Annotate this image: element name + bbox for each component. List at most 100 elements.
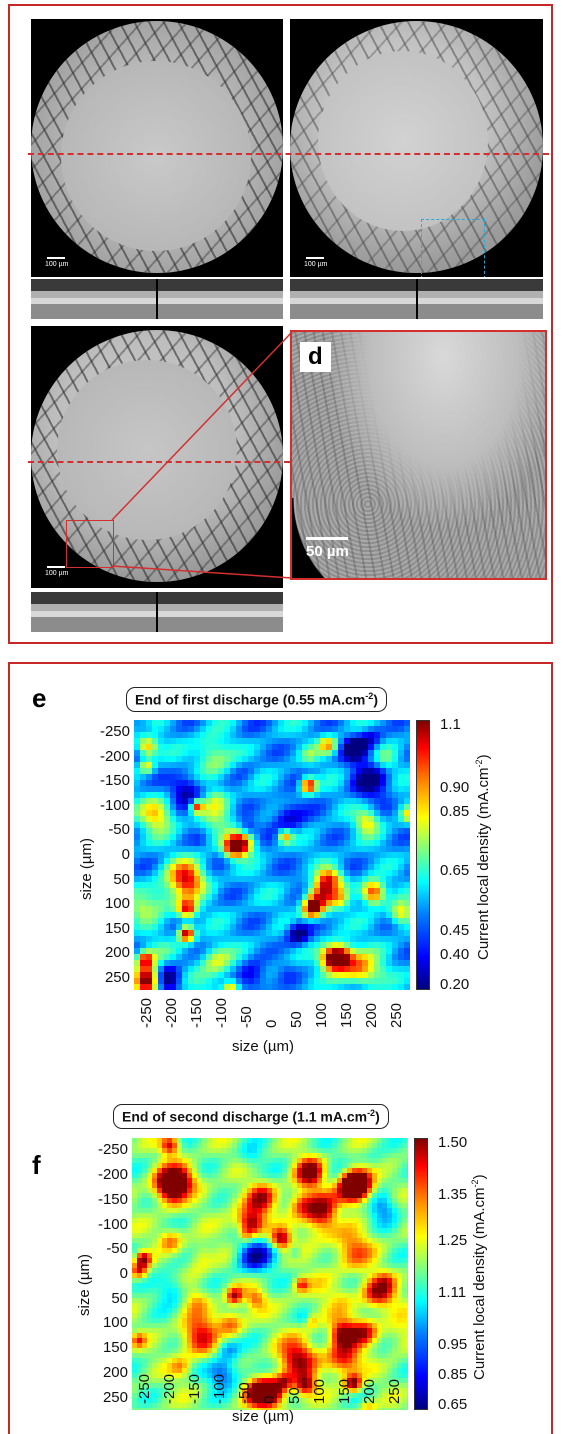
- panel-f-ytick: 0: [119, 1265, 128, 1282]
- zoom-connector: [111, 331, 293, 579]
- heatmap-f: [132, 1138, 408, 1410]
- panel-a-scalebar: [47, 257, 65, 259]
- section-line-c: [28, 461, 290, 463]
- panel-b-scalebar: [306, 257, 324, 259]
- panel-e-ytick: 250: [104, 968, 130, 986]
- panel-d-scalebar: [306, 537, 348, 540]
- panel-e-colorbar-tick: 0.85: [440, 802, 470, 820]
- panel-e-ytick: -200: [99, 747, 130, 765]
- panel-f-colorbar-tick: 0.95: [438, 1335, 468, 1353]
- panel-b-zoom-box: [421, 219, 485, 277]
- panel-e-xtick: 150: [338, 1002, 356, 1028]
- panel-f-ytick: -200: [97, 1166, 128, 1184]
- panel-f-xtick: -200: [160, 1373, 178, 1404]
- panel-e-xtick: 200: [363, 1002, 381, 1028]
- panel-a: a 100 µm: [31, 19, 283, 277]
- panel-f-xtick: 100: [311, 1378, 329, 1404]
- panel-d-label: d: [300, 342, 331, 372]
- panel-e-ytick: 50: [113, 870, 130, 888]
- panel-f-ytick: -150: [97, 1190, 128, 1208]
- panel-e-colorbar-tick: 0.90: [440, 778, 470, 796]
- top-figure-frame: [8, 4, 553, 644]
- panel-f-colorbar-tick: 1.11: [438, 1284, 467, 1302]
- panel-f-xtick: 150: [336, 1378, 354, 1404]
- panel-e-colorbar-tick: 0.40: [440, 945, 470, 963]
- panel-f-colorbar-tick: 1.35: [438, 1186, 468, 1204]
- panel-e-xtick: -150: [187, 997, 205, 1028]
- panel-f-colorbar-tick: 0.85: [438, 1365, 468, 1383]
- panel-f-ytick: -100: [97, 1215, 128, 1233]
- panel-c-strip-line: [156, 592, 158, 632]
- panel-e-xtick: -200: [162, 997, 180, 1028]
- section-line-ab: [28, 153, 549, 155]
- panel-e-colorbar-tick: 0.65: [440, 862, 470, 880]
- panel-f-xtick: 0: [261, 1395, 278, 1404]
- colorbar-e: [416, 720, 430, 990]
- panel-f-xtick: 250: [386, 1378, 404, 1404]
- panel-b: b 100 µm: [290, 19, 543, 277]
- panel-b-strip-line: [416, 279, 418, 319]
- panel-e-xtick: -50: [237, 1006, 255, 1028]
- panel-e-xlabel: size (µm): [232, 1038, 294, 1055]
- panel-e-xtick: 250: [388, 1002, 406, 1028]
- panel-f-ytick: -50: [106, 1240, 128, 1258]
- panel-e-xtick: 0: [263, 1019, 280, 1028]
- panel-f-ytick: 100: [102, 1314, 128, 1332]
- colorbar-f: [414, 1138, 428, 1410]
- panel-e-ytick: 150: [104, 919, 130, 937]
- panel-f-label: f: [32, 1150, 41, 1180]
- panel-a-strip-line: [156, 279, 158, 319]
- panel-f-ytick: 200: [102, 1363, 128, 1381]
- heatmap-e: [134, 720, 410, 990]
- panel-c-scale-text: 100 µm: [45, 570, 69, 577]
- panel-e-colorbar-tick: 1.1: [440, 716, 461, 734]
- panel-e-ytick: -250: [99, 723, 130, 741]
- panel-b-scale-text: 100 µm: [304, 261, 328, 268]
- panel-e-ytick: -50: [108, 821, 130, 839]
- panel-e-xtick: -100: [212, 997, 230, 1028]
- panel-a-disc: [31, 21, 283, 273]
- panel-e-ytick: -100: [99, 796, 130, 814]
- panel-f-xtick: -250: [135, 1373, 153, 1404]
- panel-e-ytick: 0: [121, 846, 130, 863]
- panel-c-label: c: [38, 347, 52, 374]
- panel-e-xtick: 100: [313, 1002, 331, 1028]
- panel-f-ytick: 150: [102, 1339, 128, 1357]
- panel-d: d 50 µm: [290, 330, 547, 580]
- panel-e-label: e: [32, 683, 47, 713]
- panel-f-colorbar-label: Current local density (mA.cm-2): [470, 1174, 488, 1380]
- panel-f-colorbar-tick: 1.25: [438, 1232, 468, 1250]
- panel-f-ylabel: size (µm): [76, 1254, 93, 1316]
- panel-f-ytick: 50: [111, 1289, 128, 1307]
- panel-f-xtick: 50: [286, 1387, 304, 1404]
- panel-c: c 100 µm: [31, 326, 283, 588]
- panel-e-ylabel: size (µm): [78, 838, 95, 900]
- panel-b-label: b: [297, 42, 312, 69]
- panel-f-xtick: -100: [210, 1373, 228, 1404]
- panel-f-xtick: -50: [235, 1382, 253, 1404]
- panel-f-colorbar-tick: 1.50: [438, 1134, 468, 1152]
- panel-a-label: a: [38, 42, 52, 69]
- panel-f-xlabel: size (µm): [232, 1408, 294, 1425]
- panel-e-colorbar-label: Current local density (mA.cm-2): [474, 754, 492, 960]
- panel-f-ytick: 250: [102, 1388, 128, 1406]
- bottom-figure-frame: [8, 662, 553, 1434]
- panel-e-xtick: 50: [288, 1011, 306, 1028]
- panel-c-zoom-box: [66, 520, 114, 568]
- panel-f-colorbar-tick: 0.65: [438, 1395, 468, 1413]
- panel-e-colorbar-tick: 0.20: [440, 975, 470, 993]
- panel-b-disc: [290, 21, 543, 273]
- panel-e-colorbar-tick: 0.45: [440, 921, 470, 939]
- panel-c-scalebar: [47, 566, 65, 568]
- panel-f-ytick: -250: [97, 1141, 128, 1159]
- panel-f-title: End of second discharge (1.1 mA.cm-2): [113, 1104, 389, 1129]
- panel-e-ytick: -150: [99, 772, 130, 790]
- panel-e-title: End of first discharge (0.55 mA.cm-2): [126, 687, 387, 712]
- panel-e-ytick: 100: [104, 895, 130, 913]
- panel-f-xtick: -150: [185, 1373, 203, 1404]
- panel-f-xtick: 200: [361, 1378, 379, 1404]
- panel-e-xtick: -250: [137, 997, 155, 1028]
- panel-a-scale-text: 100 µm: [45, 261, 69, 268]
- panel-e-ytick: 200: [104, 944, 130, 962]
- panel-d-scale-text: 50 µm: [306, 543, 349, 560]
